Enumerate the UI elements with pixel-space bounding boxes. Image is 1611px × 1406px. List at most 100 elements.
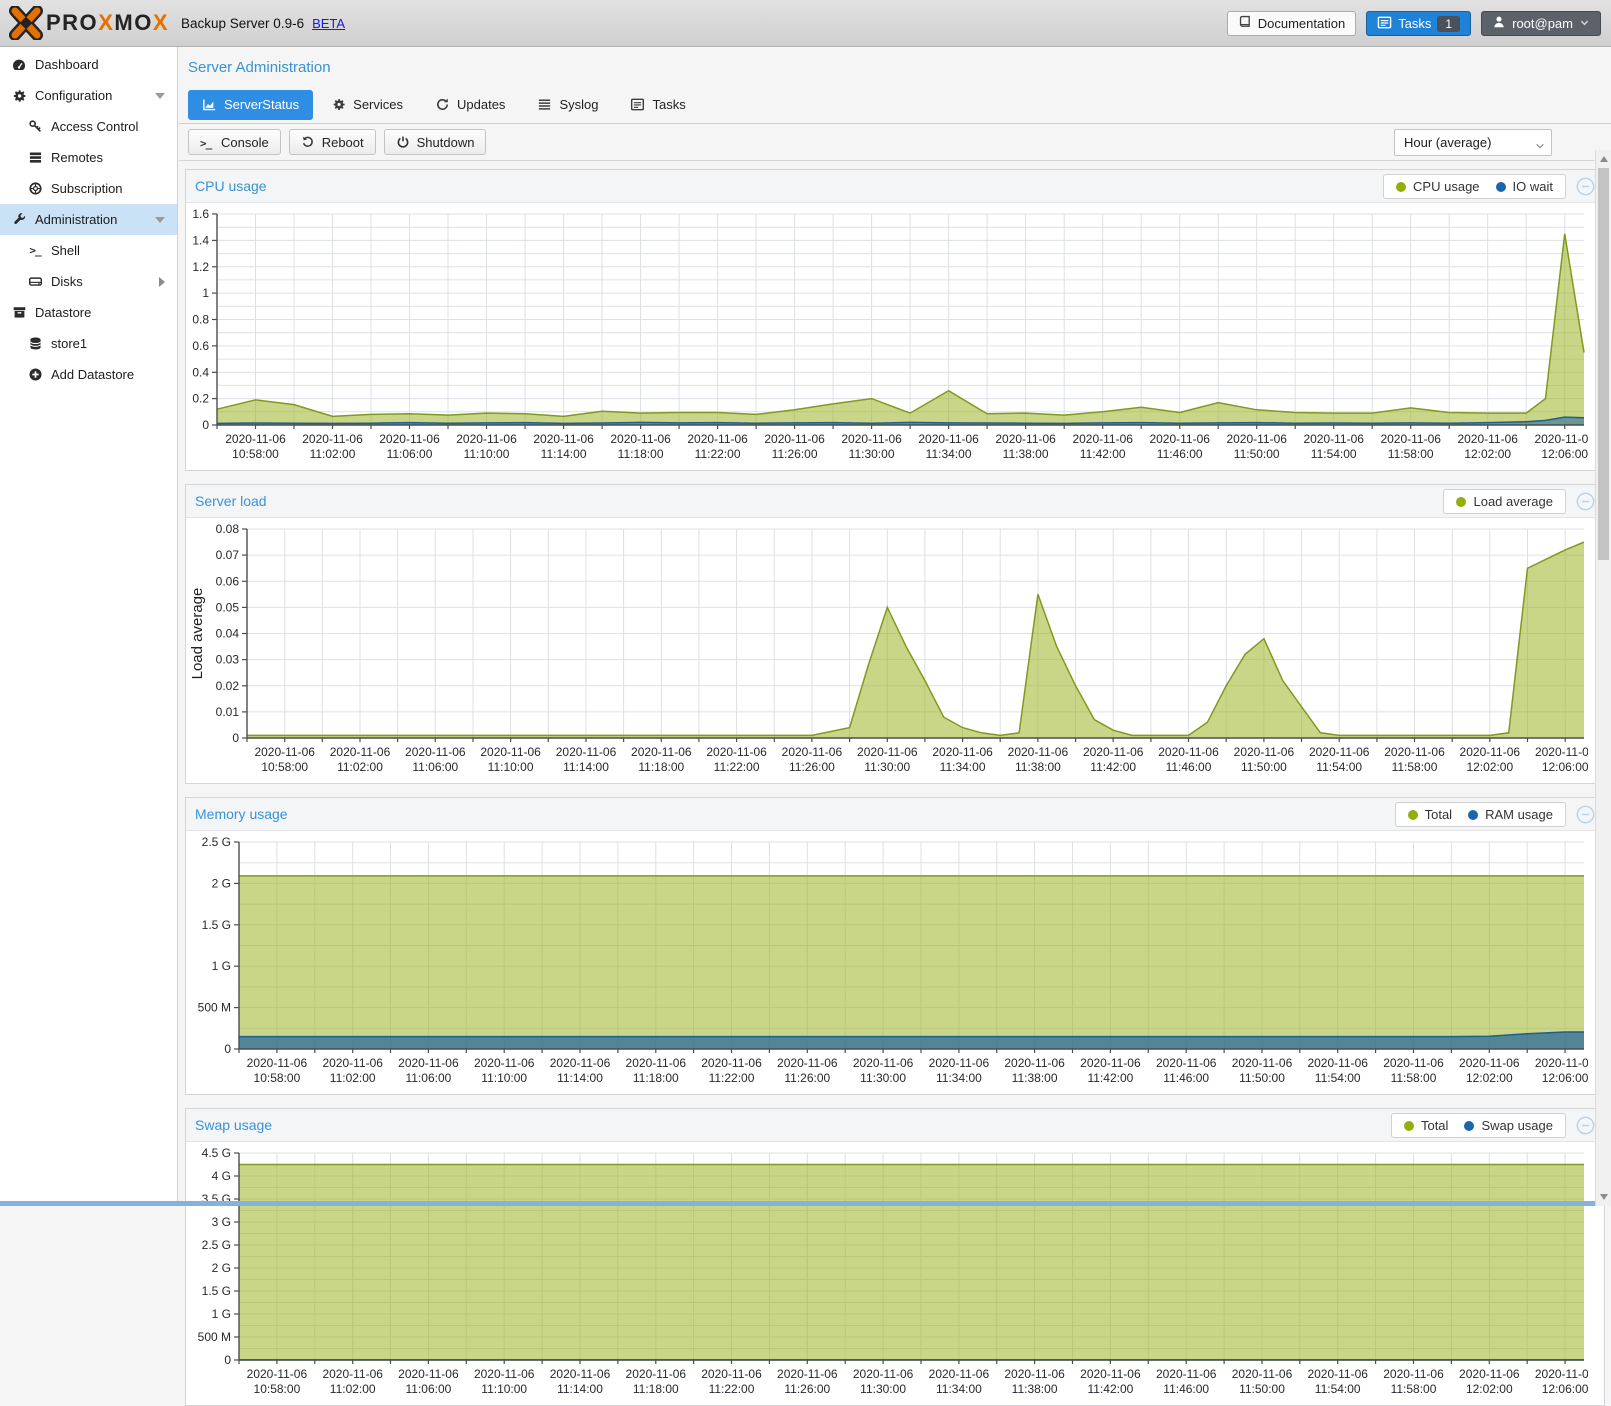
sidebar: Dashboard Configuration Access Control R…	[0, 47, 178, 1206]
svg-text:11:14:00: 11:14:00	[557, 1382, 603, 1396]
collapse-panel-icon[interactable]	[1576, 177, 1595, 196]
documentation-button[interactable]: Documentation	[1227, 11, 1356, 36]
list-icon	[537, 97, 552, 112]
svg-text:11:38:00: 11:38:00	[1015, 760, 1061, 774]
svg-text:2020-11-06: 2020-11-06	[1384, 745, 1445, 759]
collapse-panel-icon[interactable]	[1576, 492, 1595, 511]
svg-text:2020-11-06: 2020-11-06	[929, 1367, 990, 1381]
svg-text:11:26:00: 11:26:00	[772, 447, 818, 461]
shutdown-button[interactable]: Shutdown	[384, 129, 487, 155]
user-menu-button[interactable]: root@pam	[1481, 11, 1601, 36]
chevron-down-icon[interactable]	[155, 93, 165, 99]
svg-text:2020-11-06: 2020-11-06	[1307, 1367, 1368, 1381]
bottom-splitter[interactable]	[0, 1201, 1595, 1206]
terminal-icon: >_	[27, 243, 43, 259]
legend-dot	[1464, 1121, 1474, 1131]
svg-text:2020-11-06: 2020-11-06	[1383, 1367, 1444, 1381]
svg-text:11:50:00: 11:50:00	[1239, 1382, 1285, 1396]
legend-item-cpu-usage[interactable]: CPU usage	[1396, 179, 1479, 194]
collapse-panel-icon[interactable]	[1576, 1116, 1595, 1135]
sidebar-item-dashboard[interactable]: Dashboard	[0, 49, 177, 80]
svg-text:2020-11-06: 2020-11-06	[918, 432, 979, 446]
svg-text:11:50:00: 11:50:00	[1241, 760, 1287, 774]
legend-dot	[1396, 182, 1406, 192]
svg-text:10:58:00: 10:58:00	[232, 447, 279, 461]
sidebar-item-configuration[interactable]: Configuration	[0, 80, 177, 111]
proxmox-x-icon	[8, 6, 44, 40]
svg-text:2020-11-06: 2020-11-06	[1232, 1056, 1293, 1070]
sidebar-item-disks[interactable]: Disks	[0, 266, 177, 297]
svg-text:2020-11-06: 2020-11-06	[929, 1056, 990, 1070]
sidebar-item-shell[interactable]: >_ Shell	[0, 235, 177, 266]
svg-text:0.6: 0.6	[192, 339, 209, 353]
svg-text:11:42:00: 11:42:00	[1087, 1382, 1133, 1396]
key-icon	[27, 119, 43, 135]
sidebar-item-access-control[interactable]: Access Control	[0, 111, 177, 142]
svg-text:11:34:00: 11:34:00	[926, 447, 972, 461]
legend-item-swap-usage[interactable]: Swap usage	[1464, 1118, 1553, 1133]
svg-text:2020-11-06: 2020-11-06	[1156, 1367, 1217, 1381]
scroll-down-arrow-icon[interactable]	[1600, 1194, 1608, 1200]
svg-text:11:06:00: 11:06:00	[405, 1071, 451, 1085]
legend-item-load-average[interactable]: Load average	[1456, 494, 1553, 509]
sidebar-item-store1[interactable]: store1	[0, 328, 177, 359]
collapse-panel-icon[interactable]	[1576, 805, 1595, 824]
scrollbar-thumb[interactable]	[1598, 168, 1609, 560]
svg-text:2020-11-06: 2020-11-06	[550, 1056, 611, 1070]
sidebar-item-remotes[interactable]: Remotes	[0, 142, 177, 173]
chevron-down-icon	[1579, 16, 1590, 31]
tab-updates[interactable]: Updates	[421, 90, 519, 120]
tasks-button[interactable]: Tasks 1	[1366, 11, 1471, 36]
svg-text:11:10:00: 11:10:00	[481, 1382, 527, 1396]
svg-text:10:58:00: 10:58:00	[261, 760, 308, 774]
svg-text:2.5 G: 2.5 G	[202, 835, 231, 849]
sidebar-item-administration[interactable]: Administration	[0, 204, 177, 235]
sidebar-item-datastore[interactable]: Datastore	[0, 297, 177, 328]
tab-tasks[interactable]: Tasks	[616, 90, 699, 120]
legend-item-total[interactable]: Total	[1404, 1118, 1448, 1133]
svg-text:0.05: 0.05	[216, 600, 240, 614]
tab-services[interactable]: Services	[317, 90, 417, 120]
svg-text:2020-11-06: 2020-11-06	[1234, 745, 1295, 759]
beta-link[interactable]: BETA	[312, 16, 345, 31]
sidebar-item-subscription[interactable]: Subscription	[0, 173, 177, 204]
svg-text:11:58:00: 11:58:00	[1392, 760, 1438, 774]
svg-text:12:02:00: 12:02:00	[1464, 447, 1511, 461]
reboot-button[interactable]: Reboot	[289, 129, 376, 155]
svg-text:11:18:00: 11:18:00	[618, 447, 664, 461]
svg-text:2020-11-06: 2020-11-06	[782, 745, 843, 759]
chevron-right-icon[interactable]	[159, 277, 165, 287]
book-icon	[1238, 15, 1252, 32]
svg-text:2020-11-06: 2020-11-06	[456, 432, 517, 446]
tab-syslog[interactable]: Syslog	[523, 90, 612, 120]
legend-item-ram-usage[interactable]: RAM usage	[1468, 807, 1553, 822]
tab-serverstatus[interactable]: ServerStatus	[188, 90, 313, 120]
timeframe-select[interactable]: Hour (average)	[1394, 129, 1552, 156]
console-button[interactable]: >_ Console	[188, 129, 281, 155]
chevron-down-icon[interactable]	[155, 217, 165, 223]
vertical-scrollbar[interactable]	[1595, 150, 1611, 1206]
svg-text:2020-11-06: 2020-11-06	[1534, 432, 1588, 446]
svg-text:2020-11-06: 2020-11-06	[247, 1367, 308, 1381]
legend-item-total[interactable]: Total	[1408, 807, 1452, 822]
svg-text:2020-11-06: 2020-11-06	[398, 1056, 459, 1070]
svg-text:2.5 G: 2.5 G	[202, 1238, 231, 1252]
gears-icon	[331, 97, 346, 112]
svg-text:3 G: 3 G	[212, 1215, 231, 1229]
logo-wordmark: PROXMOX	[46, 10, 169, 36]
svg-text:2020-11-06: 2020-11-06	[405, 745, 466, 759]
cpu-usage-panel-header: CPU usage CPU usage IO wait	[186, 170, 1604, 203]
svg-text:11:50:00: 11:50:00	[1239, 1071, 1285, 1085]
sidebar-item-add-datastore[interactable]: Add Datastore	[0, 359, 177, 390]
svg-text:11:26:00: 11:26:00	[784, 1382, 830, 1396]
legend-item-io-wait[interactable]: IO wait	[1496, 179, 1553, 194]
toolbar: >_ Console Reboot Shutdown Hour (average…	[179, 124, 1611, 161]
svg-text:2020-11-06: 2020-11-06	[1072, 432, 1133, 446]
scroll-up-arrow-icon[interactable]	[1600, 156, 1608, 162]
svg-text:0.2: 0.2	[192, 392, 209, 406]
svg-text:2020-11-06: 2020-11-06	[1004, 1056, 1065, 1070]
